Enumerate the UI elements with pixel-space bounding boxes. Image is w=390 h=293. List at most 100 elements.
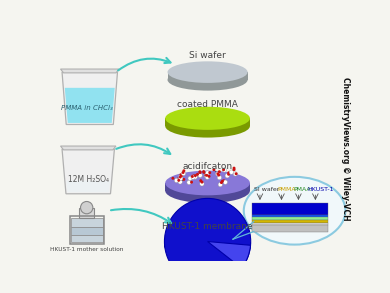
- Text: SI wafer: SI wafer: [254, 187, 279, 192]
- Circle shape: [207, 175, 211, 178]
- Circle shape: [227, 173, 230, 176]
- Circle shape: [222, 168, 227, 172]
- Circle shape: [181, 174, 183, 177]
- Circle shape: [188, 176, 192, 180]
- Circle shape: [220, 181, 223, 184]
- Circle shape: [205, 174, 208, 177]
- Polygon shape: [60, 146, 116, 150]
- Wedge shape: [207, 241, 250, 268]
- Circle shape: [202, 170, 205, 173]
- Circle shape: [199, 179, 202, 182]
- Circle shape: [181, 171, 186, 176]
- Text: HKUST-1: HKUST-1: [308, 187, 334, 192]
- Polygon shape: [65, 88, 115, 123]
- Circle shape: [222, 168, 225, 171]
- Polygon shape: [62, 149, 114, 194]
- Circle shape: [223, 180, 227, 184]
- Circle shape: [80, 202, 93, 214]
- Circle shape: [172, 177, 174, 180]
- Circle shape: [216, 172, 219, 175]
- Polygon shape: [66, 180, 110, 192]
- Circle shape: [183, 169, 185, 172]
- FancyBboxPatch shape: [71, 218, 103, 227]
- Polygon shape: [168, 72, 248, 80]
- Circle shape: [191, 175, 195, 179]
- Text: ChemistryViews.org © Wiley-VCH: ChemistryViews.org © Wiley-VCH: [341, 77, 350, 221]
- Circle shape: [222, 179, 225, 182]
- Text: PMMA: PMMA: [277, 187, 296, 192]
- Circle shape: [205, 175, 209, 179]
- Circle shape: [194, 174, 197, 177]
- Circle shape: [200, 182, 204, 186]
- Circle shape: [199, 171, 202, 174]
- Text: PMAA: PMAA: [294, 187, 312, 192]
- Polygon shape: [62, 72, 117, 125]
- Circle shape: [218, 170, 221, 173]
- Circle shape: [182, 171, 184, 174]
- Circle shape: [205, 171, 209, 175]
- Text: HKUST-1 membrane: HKUST-1 membrane: [162, 222, 253, 231]
- Circle shape: [177, 177, 180, 180]
- Text: 12M H₂SO₄: 12M H₂SO₄: [68, 175, 109, 184]
- FancyBboxPatch shape: [252, 220, 328, 223]
- Circle shape: [178, 180, 183, 184]
- Circle shape: [227, 171, 230, 174]
- FancyArrowPatch shape: [118, 58, 170, 70]
- Ellipse shape: [168, 61, 248, 83]
- Circle shape: [235, 172, 238, 175]
- Circle shape: [216, 172, 220, 176]
- Circle shape: [204, 173, 208, 178]
- Text: Si wafer: Si wafer: [189, 51, 226, 60]
- Circle shape: [229, 170, 234, 174]
- Ellipse shape: [165, 238, 251, 256]
- Circle shape: [200, 181, 204, 184]
- Circle shape: [174, 178, 179, 183]
- Ellipse shape: [165, 178, 250, 203]
- Circle shape: [199, 170, 201, 173]
- FancyArrowPatch shape: [116, 144, 170, 154]
- Circle shape: [179, 174, 183, 178]
- Circle shape: [179, 176, 182, 178]
- Ellipse shape: [244, 177, 346, 245]
- Circle shape: [191, 175, 194, 178]
- Ellipse shape: [165, 171, 250, 195]
- Circle shape: [218, 183, 222, 187]
- Circle shape: [196, 173, 199, 176]
- Circle shape: [192, 174, 195, 177]
- Circle shape: [233, 172, 238, 176]
- FancyBboxPatch shape: [71, 227, 103, 235]
- Circle shape: [217, 174, 220, 177]
- Ellipse shape: [168, 69, 248, 91]
- Circle shape: [221, 180, 224, 183]
- Wedge shape: [165, 198, 251, 285]
- Circle shape: [179, 176, 183, 180]
- Text: HKUST-1 mother solution: HKUST-1 mother solution: [50, 248, 123, 253]
- Text: acidifcaton: acidifcaton: [183, 161, 233, 171]
- Polygon shape: [165, 241, 251, 247]
- Circle shape: [232, 168, 236, 171]
- FancyBboxPatch shape: [252, 217, 328, 220]
- Circle shape: [232, 167, 236, 170]
- Polygon shape: [60, 69, 119, 73]
- Circle shape: [213, 168, 215, 171]
- FancyBboxPatch shape: [252, 223, 328, 224]
- Text: coated PMMA: coated PMMA: [177, 100, 238, 109]
- Text: PMMA in CHCl₃: PMMA in CHCl₃: [61, 105, 113, 110]
- Ellipse shape: [165, 115, 250, 138]
- FancyBboxPatch shape: [252, 215, 328, 217]
- Circle shape: [179, 173, 182, 176]
- Circle shape: [177, 179, 180, 182]
- Circle shape: [193, 175, 197, 179]
- FancyArrowPatch shape: [111, 209, 171, 223]
- Circle shape: [190, 181, 193, 184]
- Polygon shape: [165, 118, 250, 126]
- FancyBboxPatch shape: [79, 208, 94, 218]
- Ellipse shape: [165, 107, 250, 130]
- Circle shape: [198, 173, 202, 178]
- Circle shape: [202, 171, 206, 174]
- Circle shape: [183, 178, 185, 181]
- Polygon shape: [165, 183, 250, 191]
- FancyBboxPatch shape: [252, 224, 328, 232]
- Circle shape: [204, 174, 207, 177]
- Circle shape: [187, 180, 191, 185]
